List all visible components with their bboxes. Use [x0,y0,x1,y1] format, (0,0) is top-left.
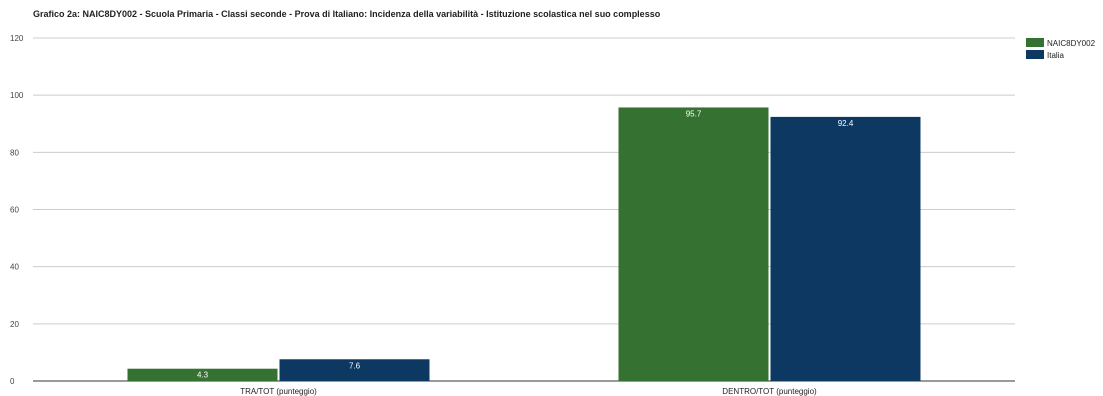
y-tick-label: 0 [10,377,15,386]
y-tick-label: 120 [10,34,24,43]
legend-label: NAIC8DY002 [1047,39,1096,48]
chart-title: Grafico 2a: NAIC8DY002 - Scuola Primaria… [33,9,661,19]
legend-label: Italia [1047,51,1064,60]
bar [618,107,769,382]
data-label: 7.6 [349,361,361,370]
bars [127,107,921,382]
bar [279,359,430,381]
x-category-label: TRA/TOT (punteggio) [240,387,317,396]
y-axis-ticks: 0 20 40 60 80 100 120 [10,34,24,386]
bar [127,368,278,381]
legend: NAIC8DY002 Italia [1026,38,1096,60]
data-label: 95.7 [686,109,702,118]
data-label: 92.4 [838,119,854,128]
y-tick-label: 60 [10,206,19,215]
x-category-label: DENTRO/TOT (punteggio) [722,387,817,396]
y-tick-label: 100 [10,91,24,100]
data-label: 4.3 [197,371,209,380]
y-tick-label: 80 [10,148,19,157]
bar [770,116,921,381]
data-labels: 4.3 7.6 95.7 92.4 [197,109,854,379]
x-axis-categories: TRA/TOT (punteggio) DENTRO/TOT (punteggio… [240,387,817,396]
y-tick-label: 20 [10,320,19,329]
y-tick-label: 40 [10,263,19,272]
legend-swatch [1026,38,1044,47]
legend-swatch [1026,50,1044,59]
